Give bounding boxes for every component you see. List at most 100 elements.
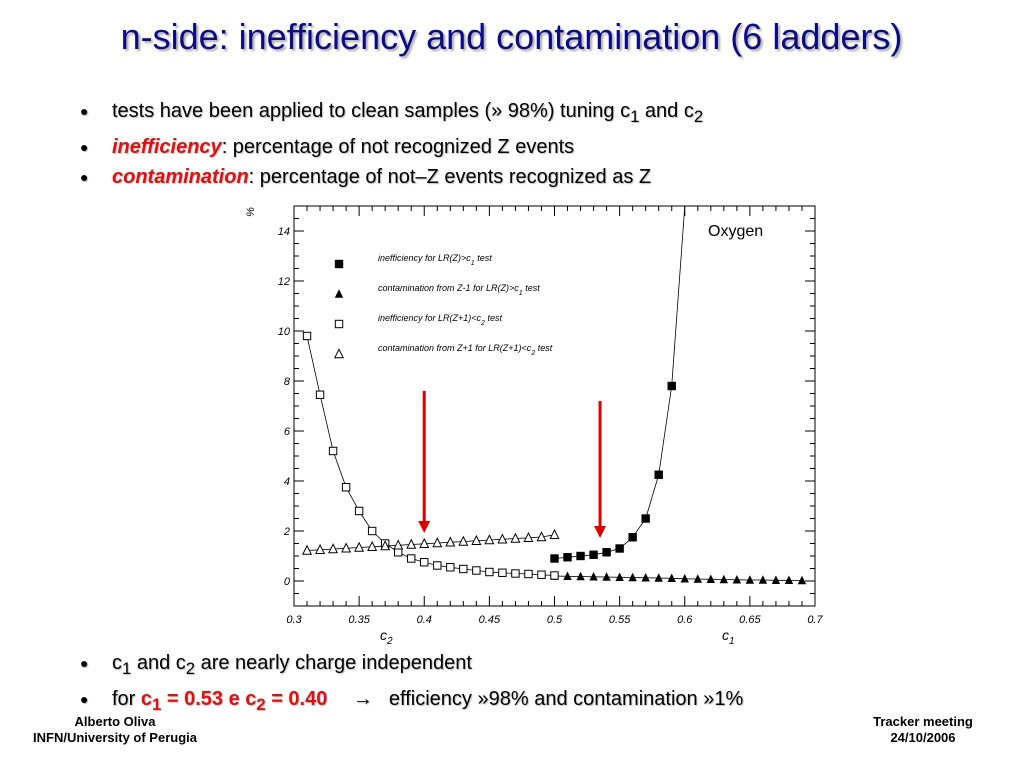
data-point [354,506,364,516]
data-point [393,539,404,550]
data-point [745,575,755,584]
data-point [407,554,416,563]
data-point [654,470,663,479]
bullet-text: c [140,688,153,710]
data-point [485,567,494,577]
series-2 [302,331,559,580]
y-tick-label: 6 [284,426,291,438]
bullet-charge-independent: ● c1 and c2 are nearly charge independen… [80,648,743,684]
y-tick-label: 0 [284,576,291,588]
data-point [380,540,391,551]
y-tick-label: 10 [278,326,291,338]
data-point [523,531,534,542]
term-inefficiency: inefficiency [112,136,222,158]
data-point [628,572,637,582]
x-tick-label: 0.55 [609,614,631,626]
bullet-text: : percentage of not recognized Z events [221,136,575,158]
red-arrow-head [594,526,607,538]
data-point [328,446,338,456]
data-point [641,514,650,523]
x-axis-label: c2 [380,627,393,647]
red-arrow [594,401,607,538]
slide-title: n-side: inefficiency and contamination (… [120,16,903,57]
data-point [510,532,521,543]
data-point [654,573,663,582]
x-tick-label: 0.45 [479,614,501,626]
data-point [472,566,481,575]
data-point [445,536,456,547]
x-tick-label: 0.4 [417,614,432,626]
y-tick-label: 4 [284,476,290,488]
chart: 0.3 0.35 0.4 0.45 0.5 0.55 0.6 0.65 0.7 0 2 4 6 8 10 12… [245,205,824,647]
bullet-dot: ● [80,655,89,671]
legend-marker [333,348,345,359]
author-name: Alberto Oliva [74,714,156,729]
data-point [576,571,585,581]
data-point [667,381,676,391]
data-point [328,543,339,554]
legend-marker [334,259,344,269]
data-point [498,568,507,577]
y-tick-label: 12 [278,276,290,288]
bullet-text: and c [131,652,186,674]
x-tick-label: 0.7 [807,614,823,626]
data-point [641,573,650,582]
subscript: 1 [122,659,132,678]
series-line [554,205,686,559]
data-point [732,575,742,584]
bullet-inefficiency: ● inefficiency: percentage of not recogn… [80,132,703,162]
series-3 [302,528,560,555]
data-point [536,531,547,542]
bullet-text: : percentage of not–Z events recognized … [248,166,652,188]
bullet-text: are nearly charge independent [195,652,472,674]
legend-label: contamination from Z+1 for LR(Z+1)<c2 te… [378,343,553,357]
data-point [706,574,715,583]
subscript: 1 [630,107,640,126]
right-arrow-icon: → [352,688,373,710]
chart-annotation-oxygen: Oxygen [708,223,763,240]
data-point [367,526,377,536]
data-point [302,544,313,555]
data-point [549,528,560,539]
x-tick-label: 0.35 [348,614,370,626]
data-point [771,575,781,584]
footer-event: Tracker meeting 24/10/2006 [843,714,1003,746]
term-contamination: contamination [112,166,249,188]
subscript: 2 [693,107,704,126]
subscript: 2 [185,659,196,678]
data-point [563,553,572,562]
data-point [693,574,702,583]
bullet-dot: ● [80,691,89,707]
data-point [419,537,430,548]
bullet-dot: ● [80,169,89,185]
data-point [797,575,807,585]
data-point [602,572,611,581]
legend-entry: contamination from Z-1 for LR(Z)>c1 test [334,283,540,298]
data-point [497,533,508,544]
data-point [406,538,417,549]
legend-label: inefficiency for LR(Z+1)<c2 test [378,313,502,327]
bullet-tests: ● tests have been applied to clean sampl… [80,96,703,132]
legend-entry: inefficiency for LR(Z)>c1 test [334,253,492,269]
x-tick-label: 0.65 [739,614,761,626]
data-point [484,534,495,545]
bullet-text: for [112,688,141,710]
data-point [446,563,455,572]
data-point [420,558,429,567]
author-affiliation: INFN/University of Perugia [33,730,197,745]
data-point [576,551,585,561]
y-tick-label: 8 [284,376,291,388]
x-tick-label: 0.3 [286,614,302,626]
data-point [524,569,533,579]
data-point [367,540,378,551]
data-point [719,574,729,584]
legend-entry: inefficiency for LR(Z+1)<c2 test [334,313,502,329]
red-arrow [418,391,431,533]
subscript: 1 [152,695,162,714]
data-point [341,542,352,553]
legend-label: inefficiency for LR(Z)>c1 test [378,253,492,267]
series-1 [550,571,807,585]
data-point [615,572,624,581]
data-point [458,535,469,546]
y-tick-label: 14 [278,226,290,238]
